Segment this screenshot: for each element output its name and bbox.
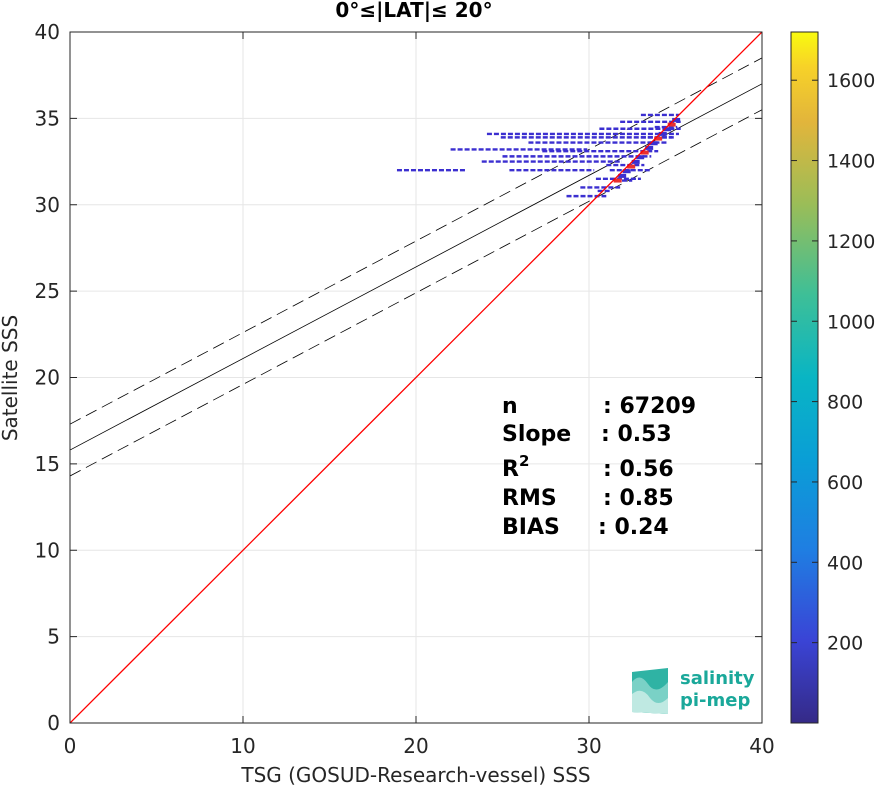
density-point <box>622 169 631 174</box>
colorbar-tick-label: 1200 <box>827 231 875 253</box>
stats-box: n : 67209 Slope : 0.53 R2 : 0.56 RMS : 0… <box>502 394 696 540</box>
colorbar-tick-label: 800 <box>827 392 863 414</box>
density-point <box>649 141 658 146</box>
stat-bias-label: BIAS <box>502 515 560 540</box>
logo-line2: pi-mep <box>680 690 750 711</box>
colorbar-tick-label: 400 <box>827 552 863 574</box>
y-tick-label: 40 <box>35 20 60 44</box>
stat-bias-value: : 0.24 <box>598 515 669 540</box>
density-point <box>654 136 663 141</box>
y-axis-label: Satellite SSS <box>0 315 22 441</box>
upper-band-line <box>70 57 762 425</box>
x-tick-label: 30 <box>576 734 601 758</box>
stat-slope-value: : 0.53 <box>601 422 672 447</box>
chart-title: 0°≤|LAT|≤ 20° <box>335 0 492 22</box>
x-tick-label: 20 <box>403 734 428 758</box>
stat-slope-label: Slope <box>502 422 571 447</box>
axis-ticks: 0 10 20 30 40 0 5 10 15 20 25 30 35 40 <box>35 20 775 758</box>
colorbar-tick-label: 200 <box>827 633 863 655</box>
colorbar-ticks: 200 400 600 800 1000 1200 1400 1600 <box>791 70 875 655</box>
stat-rms-value: : 0.85 <box>603 486 674 511</box>
stat-r2-sup: 2 <box>519 452 529 470</box>
density-point <box>631 159 640 164</box>
density-point <box>645 145 654 150</box>
regression-line <box>70 83 762 451</box>
stat-n-label: n <box>502 394 518 419</box>
density-point <box>672 117 681 122</box>
y-tick-label: 5 <box>47 625 60 649</box>
colorbar-tick-label: 1400 <box>827 151 875 173</box>
stat-n-value: : 67209 <box>603 394 696 419</box>
x-tick-label: 10 <box>230 734 255 758</box>
y-tick-label: 20 <box>35 366 60 390</box>
salinity-pimep-logo: salinity pi-mep <box>632 668 755 714</box>
colorbar-tick-label: 600 <box>827 472 863 494</box>
density-point <box>627 164 636 169</box>
colorbar-tick-label: 1600 <box>827 70 875 92</box>
density-point <box>618 173 627 178</box>
stat-r2-value: : 0.56 <box>603 457 674 482</box>
wave-logo-icon <box>632 668 668 714</box>
one-to-one-line <box>70 32 762 723</box>
y-tick-label: 35 <box>35 106 60 130</box>
y-tick-label: 10 <box>35 538 60 562</box>
y-tick-label: 25 <box>35 279 60 303</box>
stat-r2-label: R2 <box>502 452 529 482</box>
colorbar-gradient <box>790 31 819 724</box>
x-axis-label: TSG (GOSUD-Research-vessel) SSS <box>240 763 590 787</box>
logo-line1: salinity <box>680 668 755 689</box>
colorbar-tick-label: 1000 <box>827 311 875 333</box>
density-point <box>613 178 622 183</box>
reference-line <box>70 32 762 723</box>
density-point <box>636 155 645 160</box>
density-point <box>663 127 672 132</box>
stat-r2-base: R <box>502 457 519 482</box>
x-tick-label: 40 <box>749 734 774 758</box>
y-tick-label: 30 <box>35 193 60 217</box>
density-point <box>658 131 667 136</box>
stat-rms-label: RMS <box>502 486 557 511</box>
y-tick-label: 0 <box>47 711 60 735</box>
density-point <box>667 122 676 127</box>
colorbar: 200 400 600 800 1000 1200 1400 1600 <box>790 31 875 724</box>
density-point <box>640 150 649 155</box>
x-tick-label: 0 <box>64 734 77 758</box>
y-tick-label: 15 <box>35 452 60 476</box>
